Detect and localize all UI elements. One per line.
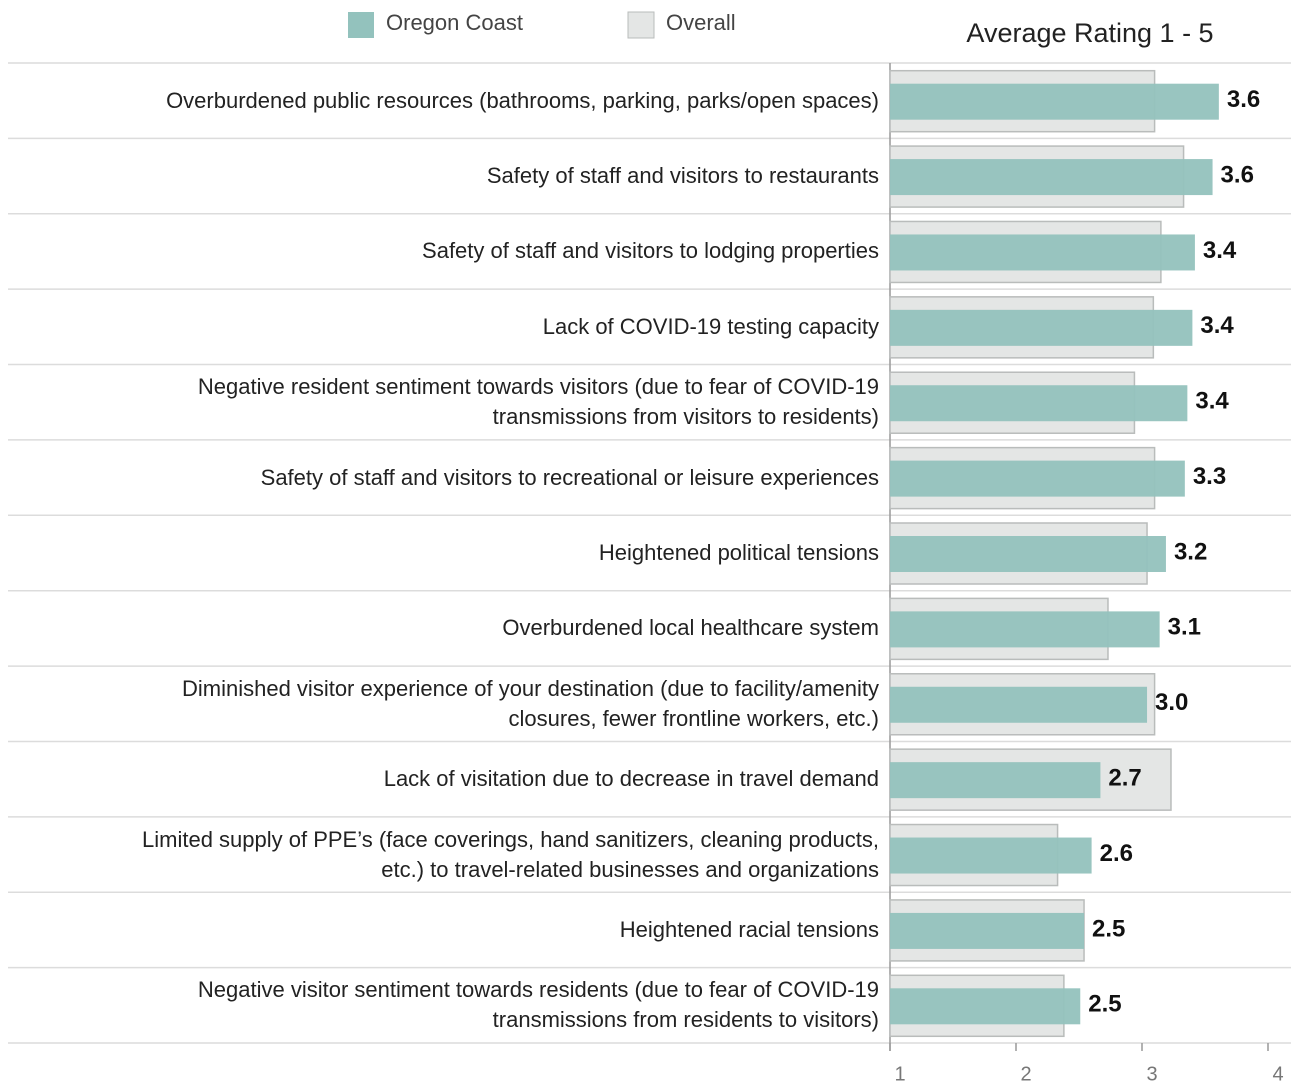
oregon-bar: [890, 159, 1213, 196]
oregon-bar: [890, 536, 1166, 572]
category-label: Safety of staff and visitors to restaura…: [486, 163, 879, 189]
category-label: Diminished visitor experience of your de…: [182, 675, 879, 731]
value-label: 3.6: [1221, 161, 1254, 188]
value-label: 3.2: [1174, 538, 1207, 565]
chart-title: Average Rating 1 - 5: [966, 18, 1213, 48]
x-tick-label: 3: [1146, 1063, 1157, 1085]
value-label: 2.6: [1100, 840, 1133, 867]
category-label: Overburdened public resources (bathrooms…: [166, 87, 879, 113]
oregon-bar: [890, 234, 1195, 271]
category-label: Negative visitor sentiment towards resid…: [197, 977, 879, 1033]
value-label: 2.5: [1088, 991, 1121, 1018]
x-tick-label: 4: [1272, 1063, 1283, 1085]
legend-label: Overall: [666, 10, 736, 35]
category-label: Lack of visitation due to decrease in tr…: [383, 766, 879, 792]
oregon-bar: [890, 837, 1092, 874]
category-label: Heightened racial tensions: [619, 916, 879, 942]
oregon-bar: [890, 762, 1101, 799]
category-label: Heightened political tensions: [598, 540, 879, 565]
x-tick-label: 1: [894, 1063, 905, 1085]
value-label: 3.6: [1227, 86, 1260, 113]
value-label: 3.4: [1203, 237, 1237, 264]
value-label: 2.7: [1108, 764, 1141, 791]
value-label: 3.3: [1193, 463, 1226, 490]
value-label: 3.4: [1195, 388, 1229, 415]
oregon-bar: [890, 686, 1148, 723]
value-label: 3.0: [1155, 689, 1188, 716]
category-label: Limited supply of PPE’s (face coverings,…: [142, 826, 879, 882]
oregon-bar: [890, 83, 1219, 120]
oregon-bar: [890, 988, 1081, 1025]
oregon-bar: [890, 611, 1160, 648]
oregon-bar: [890, 912, 1085, 949]
value-label: 2.5: [1092, 915, 1125, 942]
legend-label: Oregon Coast: [386, 10, 523, 35]
value-label: 3.4: [1200, 312, 1234, 339]
value-label: 3.1: [1168, 614, 1201, 641]
legend-swatch: [348, 12, 374, 38]
category-label: Safety of staff and visitors to lodging …: [422, 238, 879, 264]
oregon-bar: [890, 385, 1188, 422]
x-tick-label: 2: [1020, 1063, 1031, 1085]
oregon-bar: [890, 460, 1185, 497]
legend-swatch: [627, 11, 655, 39]
oregon-bar: [890, 309, 1193, 346]
category-label: Negative resident sentiment towards visi…: [197, 374, 879, 430]
category-label: Safety of staff and visitors to recreati…: [260, 464, 879, 490]
category-label: Overburdened local healthcare system: [502, 615, 879, 641]
category-label: Lack of COVID-19 testing capacity: [542, 313, 879, 339]
